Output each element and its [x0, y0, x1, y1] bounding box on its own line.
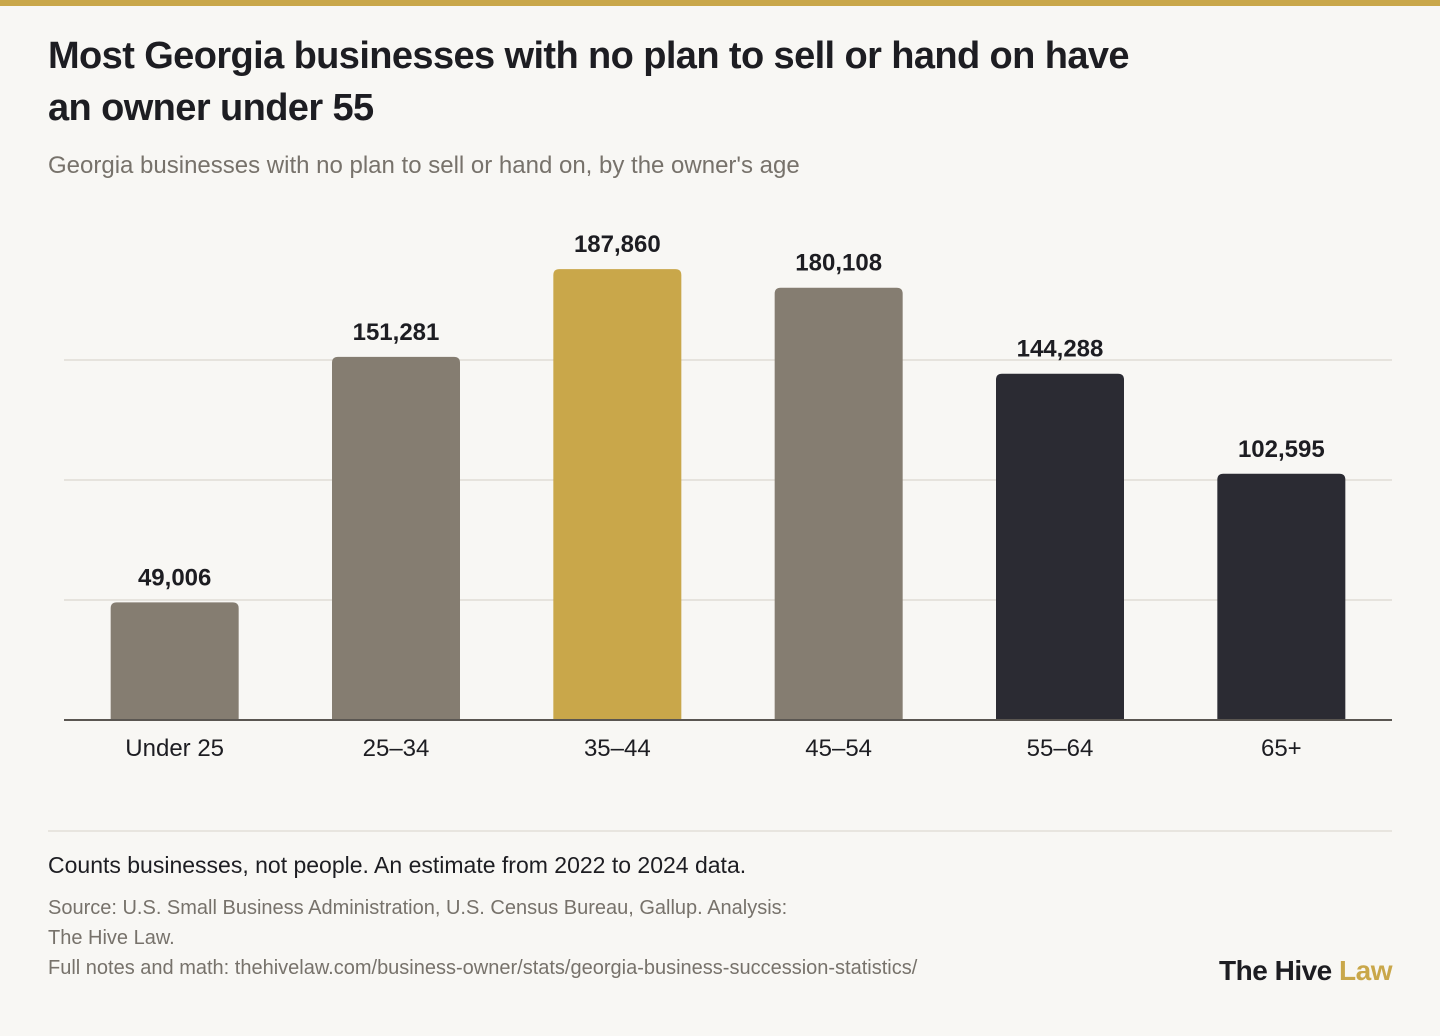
bar — [553, 269, 682, 720]
source-line: The Hive Law. — [48, 927, 175, 949]
data-label: 49,006 — [138, 564, 211, 591]
data-label: 180,108 — [795, 250, 882, 277]
chart-note: Counts businesses, not people. An estima… — [48, 852, 747, 878]
bar — [774, 287, 903, 720]
chart-subtitle: Georgia businesses with no plan to sell … — [48, 152, 800, 179]
x-tick-label: 45–54 — [805, 735, 872, 762]
x-tick-label: Under 25 — [125, 735, 224, 762]
source-text: Source: U.S. Small Business Administrati… — [48, 893, 917, 983]
bar — [996, 373, 1124, 720]
data-label: 187,860 — [574, 231, 661, 258]
x-tick-label: 35–44 — [584, 735, 651, 762]
x-tick-label: 65+ — [1261, 735, 1302, 762]
logo-main-text: The Hive — [1219, 955, 1340, 986]
logo-accent-text: Law — [1339, 955, 1392, 986]
data-label: 102,595 — [1238, 436, 1325, 463]
bar — [110, 602, 239, 720]
brand-logo: The Hive Law — [1219, 955, 1392, 987]
source-line: Full notes and math: thehivelaw.com/busi… — [48, 957, 918, 979]
data-label: 151,281 — [353, 319, 440, 346]
source-line: Source: U.S. Small Business Administrati… — [48, 897, 788, 919]
accent-top-bar — [0, 0, 1440, 6]
x-tick-label: 25–34 — [363, 735, 430, 762]
bar — [1217, 473, 1346, 720]
footer-divider — [48, 830, 1392, 832]
data-label: 144,288 — [1017, 336, 1104, 363]
bar — [332, 356, 460, 720]
bar-chart: 49,006 Under 25 151,281 25–34 187,860 35–44 18… — [64, 231, 1392, 762]
x-tick-label: 55–64 — [1027, 735, 1094, 762]
chart-title: Most Georgia businesses with no plan to … — [48, 35, 1130, 129]
